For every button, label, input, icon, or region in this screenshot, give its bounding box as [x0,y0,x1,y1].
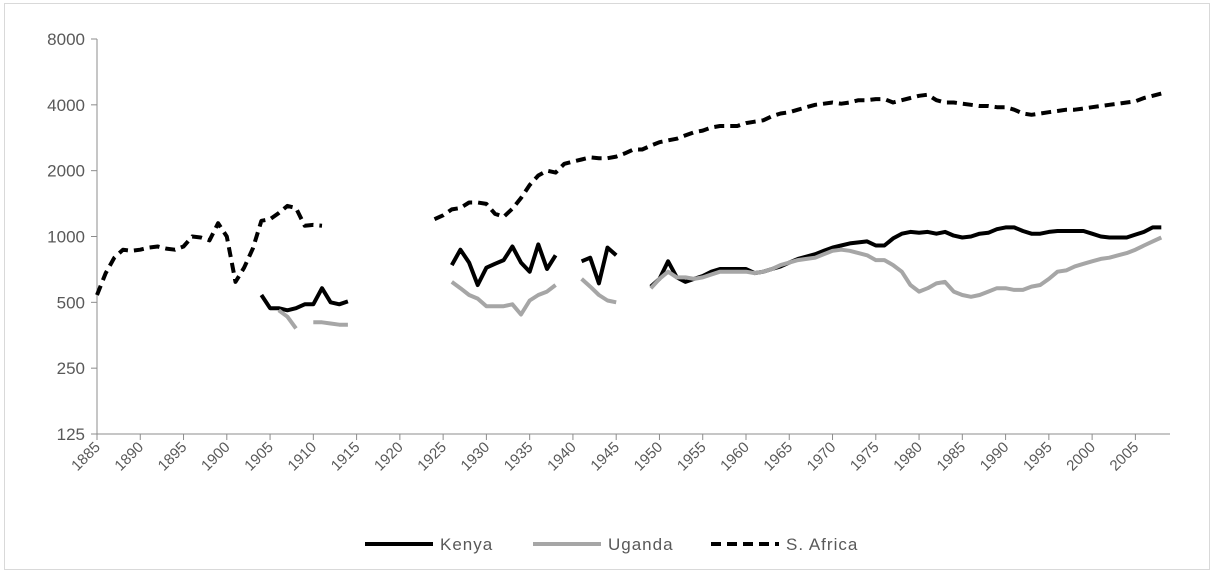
x-tick-label: 1885 [68,439,104,475]
x-tick-label: 1930 [458,439,494,475]
series-line-s-africa [433,91,1162,222]
series-line-kenya [649,225,1162,289]
x-tick-label: 1925 [414,439,450,475]
x-tick-label: 1995 [1020,439,1056,475]
series-line-uganda [313,320,348,327]
y-tick-label: 2000 [47,162,85,181]
legend: Kenya Uganda S. Africa [365,535,858,554]
legend-label: Kenya [440,535,493,554]
x-tick-label: 2000 [1063,439,1099,475]
series-s-africa [95,91,1162,296]
legend-label: Uganda [608,535,674,554]
x-tick-label: 1975 [847,439,883,475]
x-tick-label: 1965 [760,439,796,475]
x-tick-label: 1935 [501,439,537,475]
legend-label: S. Africa [786,535,858,554]
series-line-uganda [450,280,557,317]
y-tick-label: 8000 [47,30,85,49]
legend-item-uganda: Uganda [533,535,674,554]
x-tick-label: 1900 [198,439,234,475]
y-tick-label: 4000 [47,96,85,115]
series-line-kenya [259,286,349,313]
series-uganda [277,235,1163,330]
series-kenya [259,225,1162,313]
x-tick-label: 1890 [111,439,147,475]
x-tick-label: 1970 [804,439,840,475]
y-tick-label: 500 [57,293,85,312]
x-tick-label: 1910 [285,439,321,475]
x-tick-label: 1945 [587,439,623,475]
y-tick-label: 1000 [47,228,85,247]
legend-item-kenya: Kenya [365,535,493,554]
x-tick-label: 1990 [977,439,1013,475]
x-tick-label: 2005 [1107,439,1143,475]
x-tick-label: 1940 [544,439,580,475]
x-tick-label: 1895 [155,439,191,475]
x-tick-label: 1960 [717,439,753,475]
y-tick-label: 250 [57,359,85,378]
legend-item-s-africa: S. Africa [711,535,858,554]
series-line-kenya [450,242,558,287]
x-tick-label: 1920 [371,439,407,475]
x-tick-label: 1980 [890,439,926,475]
x-tick-label: 1955 [674,439,710,475]
series-line-s-africa [95,203,323,296]
chart-frame: 125 250 500 1000 2000 4000 8000 1885 1890 1895 19… [4,3,1210,570]
y-tick-label: 125 [57,425,85,444]
x-tick-label: 1950 [631,439,667,475]
x-tick-label: 1985 [934,439,970,475]
plot-lines [95,91,1163,330]
series-line-uganda [277,308,298,330]
x-tick-label: 1905 [241,439,277,475]
y-axis: 125 250 500 1000 2000 4000 8000 [47,30,98,444]
series-line-uganda [580,277,617,305]
x-tick-label: 1915 [328,439,364,475]
series-line-kenya [580,245,618,286]
x-axis: 1885 1890 1895 1900 1905 1910 1915 1920 1925 1930… [68,433,1170,475]
series-line-uganda [649,235,1163,299]
